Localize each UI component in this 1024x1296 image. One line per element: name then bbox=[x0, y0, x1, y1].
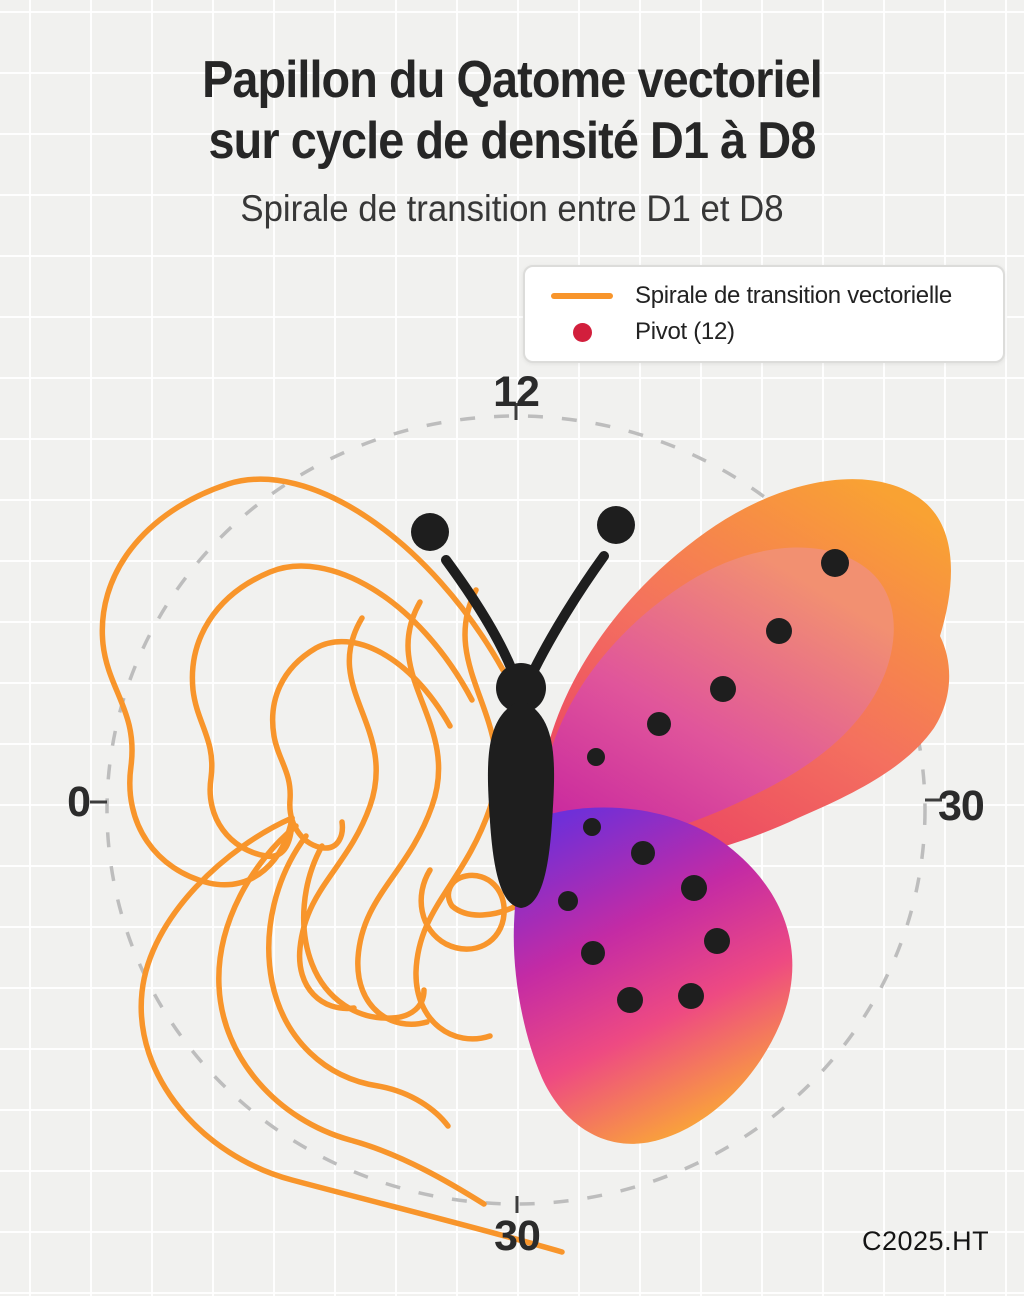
title-line-2: sur cycle de densité D1 à D8 bbox=[208, 111, 817, 170]
pivot-dot bbox=[583, 818, 601, 836]
antenna-right bbox=[529, 551, 609, 675]
spiral-loop-3 bbox=[269, 638, 453, 851]
boundary-circle-dashed bbox=[105, 414, 927, 1206]
pivot-dot bbox=[558, 891, 578, 911]
spiral-wave-3 bbox=[413, 587, 500, 1042]
spiral-wave-1 bbox=[296, 615, 379, 1012]
right-hindwing bbox=[513, 807, 793, 1144]
antenna-left-bulb bbox=[411, 513, 449, 551]
butterfly-body bbox=[411, 506, 635, 908]
axis-label-left: 0 bbox=[67, 778, 91, 826]
spiral-hook-inner bbox=[418, 867, 519, 952]
axis-label-top: 12 bbox=[493, 368, 540, 416]
pivot-dot-swatch bbox=[572, 322, 592, 342]
pivot-dot bbox=[704, 928, 730, 954]
spiral-wave-2 bbox=[355, 599, 442, 1027]
pivot-dot bbox=[710, 676, 736, 702]
legend-item-pivot: Pivot (12) bbox=[543, 316, 985, 348]
pivot-dots-group bbox=[558, 549, 849, 1013]
pivot-dot bbox=[678, 983, 704, 1009]
legend-box: Spirale de transition vectorielle Pivot … bbox=[523, 265, 1005, 363]
legend-item-spiral: Spirale de transition vectorielle bbox=[543, 280, 985, 312]
axis-label-bottom: 30 bbox=[494, 1212, 541, 1260]
pivot-dot bbox=[617, 987, 643, 1013]
butterfly-abdomen bbox=[487, 700, 555, 908]
spiral-line-swatch bbox=[551, 293, 613, 299]
hindwing-shape bbox=[513, 807, 793, 1144]
spiral-loop-lower-3 bbox=[266, 833, 451, 1129]
axis-label-right: 30 bbox=[938, 782, 985, 830]
pivot-dot bbox=[587, 748, 605, 766]
pivot-dot bbox=[821, 549, 849, 577]
pivot-dot bbox=[681, 875, 707, 901]
butterfly-head bbox=[496, 663, 546, 713]
pivot-dot bbox=[631, 841, 655, 865]
spiral-loop-lower-2 bbox=[216, 823, 487, 1207]
legend-label-spiral: Spirale de transition vectorielle bbox=[635, 282, 952, 309]
left-wing-spiral bbox=[99, 476, 565, 1255]
antenna-right-bulb bbox=[597, 506, 635, 544]
pivot-dot bbox=[581, 941, 605, 965]
page-title: Papillon du Qatome vectoriel sur cycle d… bbox=[51, 50, 973, 172]
legend-swatch-cell bbox=[543, 293, 621, 299]
chart-subtitle: Spirale de transition entre D1 et D8 bbox=[240, 188, 784, 229]
legend-label-pivot: Pivot (12) bbox=[635, 318, 735, 345]
legend-swatch-cell bbox=[543, 322, 621, 342]
pivot-dot bbox=[766, 618, 792, 644]
watermark-text: C2025.HT bbox=[862, 1226, 990, 1256]
spiral-loop-lower-4 bbox=[300, 843, 427, 1021]
pivot-dot bbox=[647, 712, 671, 736]
title-line-1: Papillon du Qatome vectoriel bbox=[202, 51, 823, 109]
spiral-loop-outer bbox=[99, 476, 506, 888]
spiral-loop-lower-outer bbox=[138, 815, 565, 1255]
antenna-left bbox=[441, 555, 517, 675]
spiral-loop-2 bbox=[189, 563, 475, 859]
